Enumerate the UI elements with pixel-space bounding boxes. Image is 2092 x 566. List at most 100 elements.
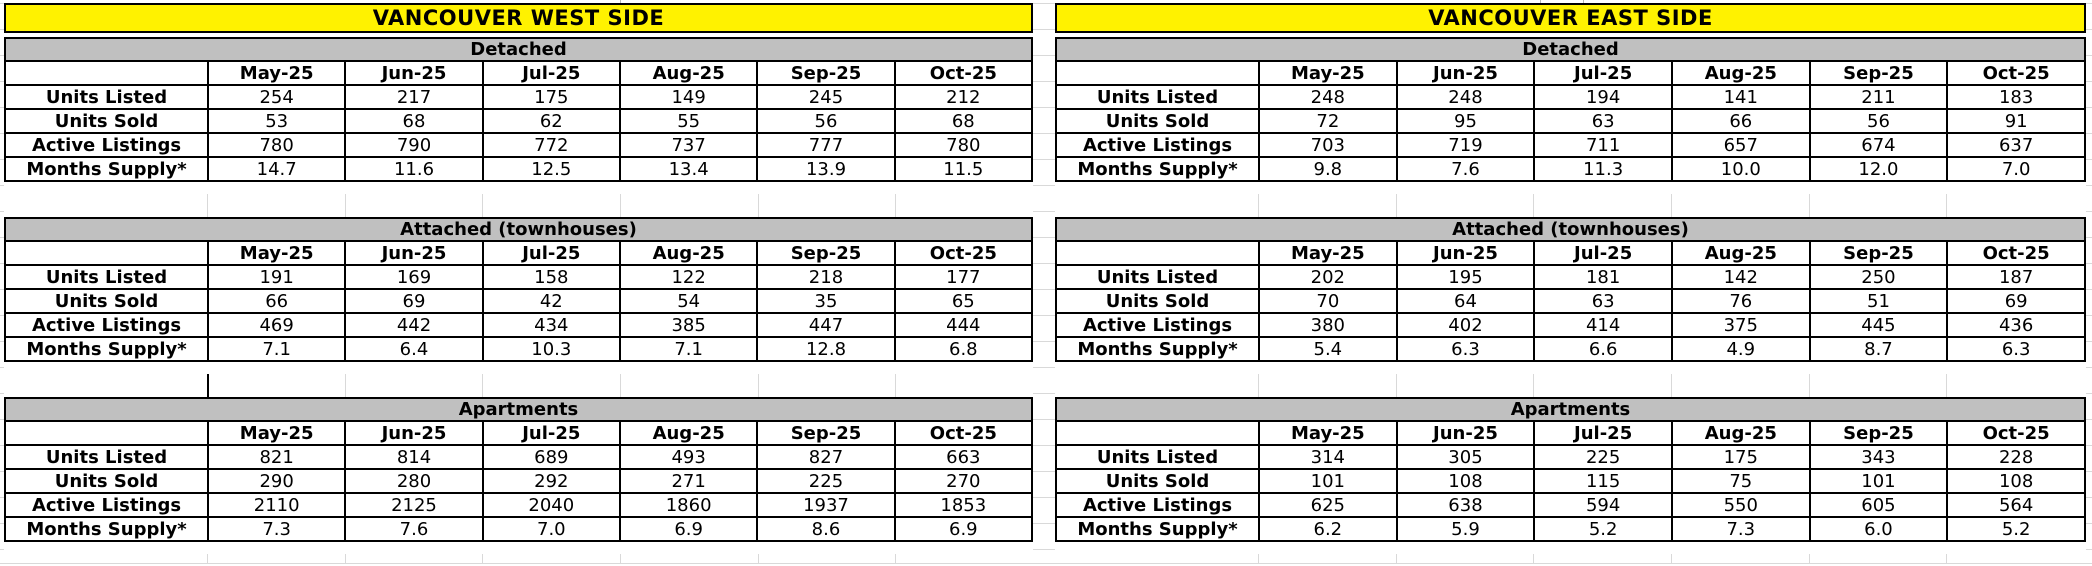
row-label-cell[interactable]: Months Supply*	[4, 336, 209, 362]
corner-cell[interactable]	[1055, 420, 1260, 446]
row-label-cell[interactable]: Active Listings	[1055, 132, 1260, 158]
value-cell[interactable]: 772	[481, 132, 621, 158]
section-title-cell[interactable]: Detached	[4, 37, 1033, 62]
month-header-cell[interactable]: Aug-25	[618, 60, 759, 86]
value-cell[interactable]: 63	[1533, 288, 1673, 314]
value-cell[interactable]: 141	[1670, 84, 1811, 110]
value-cell[interactable]: 6.3	[1395, 336, 1536, 362]
month-header-cell[interactable]: May-25	[1258, 240, 1398, 266]
value-cell[interactable]: 53	[206, 108, 347, 134]
value-cell[interactable]: 790	[344, 132, 484, 158]
value-cell[interactable]: 225	[1533, 444, 1673, 470]
value-cell[interactable]: 2125	[344, 492, 484, 518]
row-label-cell[interactable]: Units Listed	[1055, 84, 1260, 110]
row-label-cell[interactable]: Months Supply*	[1055, 156, 1260, 182]
month-header-cell[interactable]: Oct-25	[1946, 240, 2086, 266]
value-cell[interactable]: 442	[344, 312, 484, 338]
value-cell[interactable]: 108	[1395, 468, 1536, 494]
value-cell[interactable]: 594	[1533, 492, 1673, 518]
value-cell[interactable]: 8.7	[1808, 336, 1949, 362]
section-title-cell[interactable]: Apartments	[1055, 397, 2086, 422]
value-cell[interactable]: 6.6	[1533, 336, 1673, 362]
value-cell[interactable]: 6.4	[344, 336, 484, 362]
month-header-cell[interactable]: Sep-25	[756, 60, 896, 86]
value-cell[interactable]: 4.9	[1670, 336, 1811, 362]
value-cell[interactable]: 169	[344, 264, 484, 290]
value-cell[interactable]: 674	[1808, 132, 1949, 158]
value-cell[interactable]: 10.3	[481, 336, 621, 362]
value-cell[interactable]: 625	[1258, 492, 1398, 518]
value-cell[interactable]: 35	[756, 288, 896, 314]
value-cell[interactable]: 7.1	[618, 336, 759, 362]
row-label-cell[interactable]: Units Listed	[1055, 264, 1260, 290]
value-cell[interactable]: 689	[481, 444, 621, 470]
row-label-cell[interactable]: Units Sold	[1055, 468, 1260, 494]
value-cell[interactable]: 217	[344, 84, 484, 110]
value-cell[interactable]: 76	[1670, 288, 1811, 314]
value-cell[interactable]: 54	[618, 288, 759, 314]
month-header-cell[interactable]: May-25	[206, 420, 347, 446]
month-header-cell[interactable]: Oct-25	[893, 240, 1034, 266]
value-cell[interactable]: 290	[206, 468, 347, 494]
month-header-cell[interactable]: Sep-25	[1808, 240, 1949, 266]
value-cell[interactable]: 638	[1395, 492, 1536, 518]
value-cell[interactable]: 62	[481, 108, 621, 134]
month-header-cell[interactable]: Jul-25	[481, 240, 621, 266]
value-cell[interactable]: 402	[1395, 312, 1536, 338]
value-cell[interactable]: 248	[1258, 84, 1398, 110]
value-cell[interactable]: 55	[618, 108, 759, 134]
value-cell[interactable]: 70	[1258, 288, 1398, 314]
section-title-cell[interactable]: Apartments	[4, 397, 1033, 422]
value-cell[interactable]: 6.9	[893, 516, 1034, 542]
month-header-cell[interactable]: Aug-25	[618, 420, 759, 446]
row-label-cell[interactable]: Units Listed	[1055, 444, 1260, 470]
value-cell[interactable]: 564	[1946, 492, 2086, 518]
value-cell[interactable]: 2040	[481, 492, 621, 518]
value-cell[interactable]: 149	[618, 84, 759, 110]
month-header-cell[interactable]: Sep-25	[1808, 420, 1949, 446]
value-cell[interactable]: 7.3	[1670, 516, 1811, 542]
value-cell[interactable]: 2110	[206, 492, 347, 518]
value-cell[interactable]: 12.8	[756, 336, 896, 362]
row-label-cell[interactable]: Months Supply*	[1055, 516, 1260, 542]
value-cell[interactable]: 8.6	[756, 516, 896, 542]
corner-cell[interactable]	[4, 240, 209, 266]
value-cell[interactable]: 75	[1670, 468, 1811, 494]
value-cell[interactable]: 1937	[756, 492, 896, 518]
row-label-cell[interactable]: Active Listings	[1055, 492, 1260, 518]
row-label-cell[interactable]: Active Listings	[4, 492, 209, 518]
value-cell[interactable]: 737	[618, 132, 759, 158]
value-cell[interactable]: 5.2	[1946, 516, 2086, 542]
value-cell[interactable]: 7.0	[1946, 156, 2086, 182]
value-cell[interactable]: 158	[481, 264, 621, 290]
month-header-cell[interactable]: Aug-25	[1670, 240, 1811, 266]
value-cell[interactable]: 9.8	[1258, 156, 1398, 182]
value-cell[interactable]: 343	[1808, 444, 1949, 470]
row-label-cell[interactable]: Units Sold	[4, 468, 209, 494]
value-cell[interactable]: 703	[1258, 132, 1398, 158]
value-cell[interactable]: 211	[1808, 84, 1949, 110]
value-cell[interactable]: 6.8	[893, 336, 1034, 362]
value-cell[interactable]: 254	[206, 84, 347, 110]
value-cell[interactable]: 6.9	[618, 516, 759, 542]
west-table-title[interactable]: VANCOUVER WEST SIDE	[4, 3, 1033, 33]
value-cell[interactable]: 14.7	[206, 156, 347, 182]
value-cell[interactable]: 780	[893, 132, 1034, 158]
value-cell[interactable]: 7.0	[481, 516, 621, 542]
corner-cell[interactable]	[4, 60, 209, 86]
month-header-cell[interactable]: Jun-25	[344, 420, 484, 446]
month-header-cell[interactable]: Oct-25	[1946, 60, 2086, 86]
row-label-cell[interactable]: Active Listings	[4, 132, 209, 158]
value-cell[interactable]: 95	[1395, 108, 1536, 134]
value-cell[interactable]: 228	[1946, 444, 2086, 470]
month-header-cell[interactable]: Oct-25	[893, 60, 1034, 86]
value-cell[interactable]: 68	[893, 108, 1034, 134]
value-cell[interactable]: 194	[1533, 84, 1673, 110]
value-cell[interactable]: 380	[1258, 312, 1398, 338]
value-cell[interactable]: 493	[618, 444, 759, 470]
value-cell[interactable]: 445	[1808, 312, 1949, 338]
value-cell[interactable]: 10.0	[1670, 156, 1811, 182]
value-cell[interactable]: 63	[1533, 108, 1673, 134]
value-cell[interactable]: 56	[1808, 108, 1949, 134]
value-cell[interactable]: 314	[1258, 444, 1398, 470]
